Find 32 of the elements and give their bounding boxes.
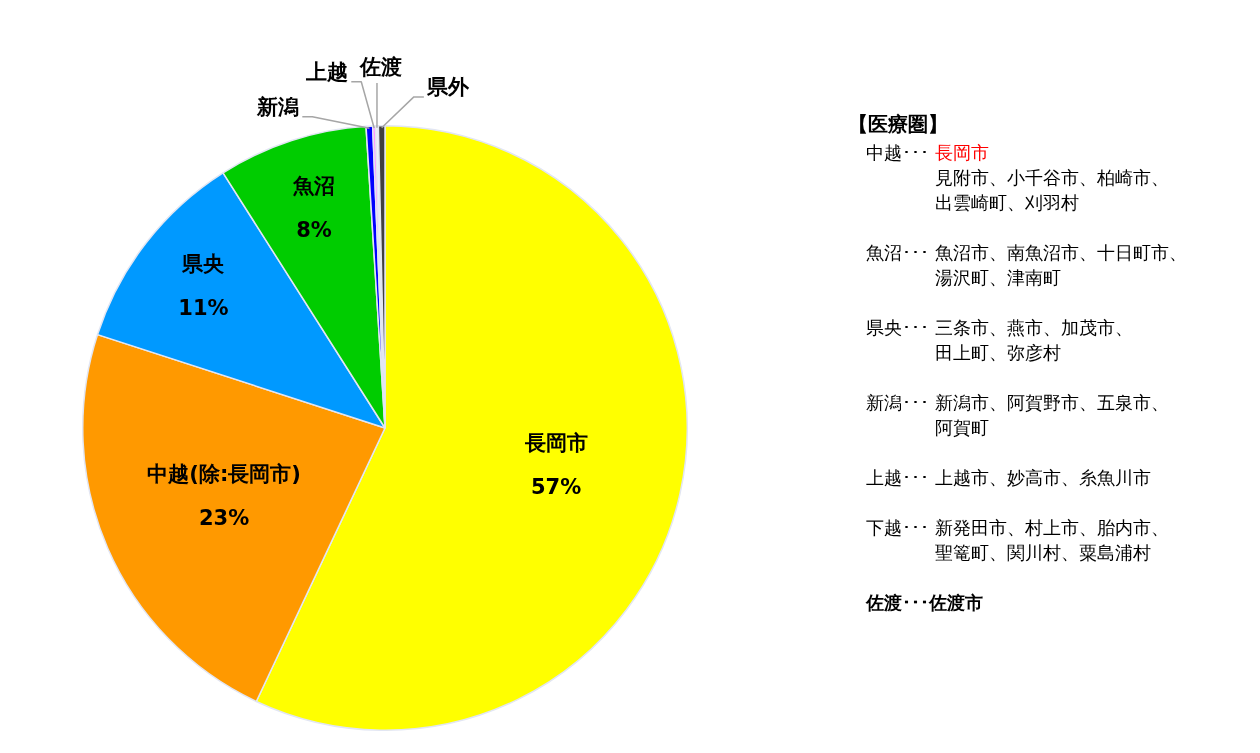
- data-label: 8%: [296, 217, 332, 242]
- text: 聖篭町、関川村、粟島浦村: [935, 541, 1151, 565]
- text: 長岡市: [935, 141, 989, 165]
- text: 県央･･･: [866, 316, 929, 340]
- data-label: 23%: [198, 506, 250, 531]
- text: 新潟市、阿賀野市、五泉市、: [935, 391, 1169, 415]
- slice-label: 県外: [425, 75, 470, 100]
- text: 田上町、弥彦村: [935, 341, 1061, 365]
- text: 見附市、小千谷市、柏崎市、: [935, 166, 1169, 190]
- slice-label: 上越: [305, 60, 349, 85]
- text: 新潟･･･: [866, 391, 929, 415]
- text: 魚沼市、南魚沼市、十日町市、: [935, 241, 1187, 265]
- text: 上越市、妙高市、糸魚川市: [935, 466, 1151, 490]
- text: 【医療圏】: [848, 112, 948, 137]
- data-label: 57%: [530, 474, 582, 499]
- slice-label: 佐渡: [359, 55, 403, 80]
- text: 上越･･･: [866, 466, 929, 490]
- text: 湯沢町、津南町: [935, 266, 1061, 290]
- text: 中越･･･: [866, 141, 929, 165]
- text: 魚沼･･･: [866, 241, 929, 265]
- text: 佐渡･･･佐渡市: [866, 591, 983, 615]
- slice-label: 魚沼: [292, 173, 336, 198]
- text: 出雲崎町、刈羽村: [935, 191, 1079, 215]
- text: 新発田市、村上市、胎内市、: [935, 516, 1169, 540]
- slice-label: 長岡市: [523, 430, 588, 455]
- text: 下越･･･: [866, 516, 929, 540]
- text: 阿賀町: [935, 416, 989, 440]
- data-label: 11%: [178, 295, 229, 320]
- slice-label: 中越(除:長岡市): [147, 462, 301, 487]
- text: 三条市、燕市、加茂市、: [935, 316, 1133, 340]
- slice-label: 新潟: [256, 95, 300, 120]
- slice-label: 県央: [181, 251, 226, 276]
